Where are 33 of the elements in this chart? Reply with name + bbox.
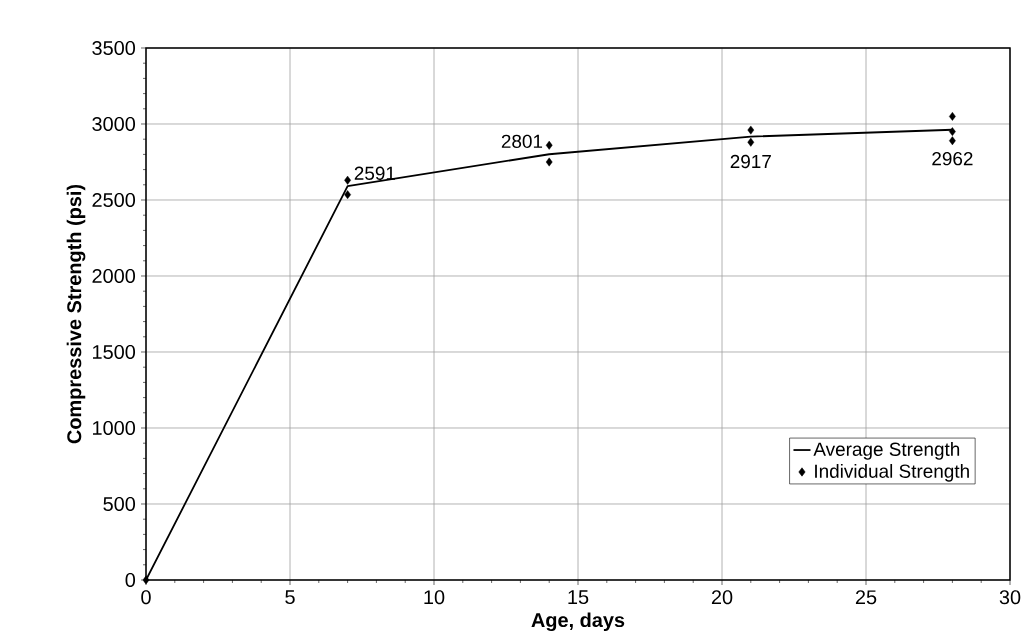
x-tick-label: 25 [855, 590, 877, 605]
point [142, 575, 150, 585]
point [545, 157, 553, 167]
point [747, 137, 755, 147]
y-tick-label: 2500 [92, 192, 136, 208]
y-tick-label: 1000 [93, 420, 136, 436]
y-tick-label: 3500 [92, 40, 136, 56]
point [344, 190, 351, 200]
x-tick-label: 10 [424, 590, 445, 605]
data-label: 2962 [932, 151, 973, 166]
y-tick-label: 1500 [93, 344, 136, 360]
legend-label: Individual Strength [815, 463, 969, 482]
point [545, 140, 553, 150]
point [949, 111, 956, 121]
y-tick-label: 500 [103, 496, 136, 512]
point [344, 175, 351, 185]
x-tick-label: 15 [568, 590, 589, 605]
x-tick-label: 0 [141, 590, 151, 605]
y-tick-label: 3000 [92, 116, 136, 132]
x-tick-label: 5 [285, 590, 295, 605]
legend-label: Average Strength [813, 442, 960, 460]
x-tick-label: 30 [999, 590, 1021, 605]
x-axis-title: Age, days [531, 612, 625, 632]
data-label: 2917 [730, 154, 771, 169]
point [949, 127, 956, 136]
y-axis-title: Compressive Strength (psi) [66, 184, 86, 444]
y-tick-label: 2000 [92, 268, 136, 284]
y-tick-label: 0 [125, 572, 136, 588]
x-tick-label: 20 [711, 590, 733, 605]
point [949, 136, 956, 146]
data-label: 2591 [354, 166, 395, 180]
point [747, 125, 755, 135]
data-label: 2801 [501, 134, 543, 149]
